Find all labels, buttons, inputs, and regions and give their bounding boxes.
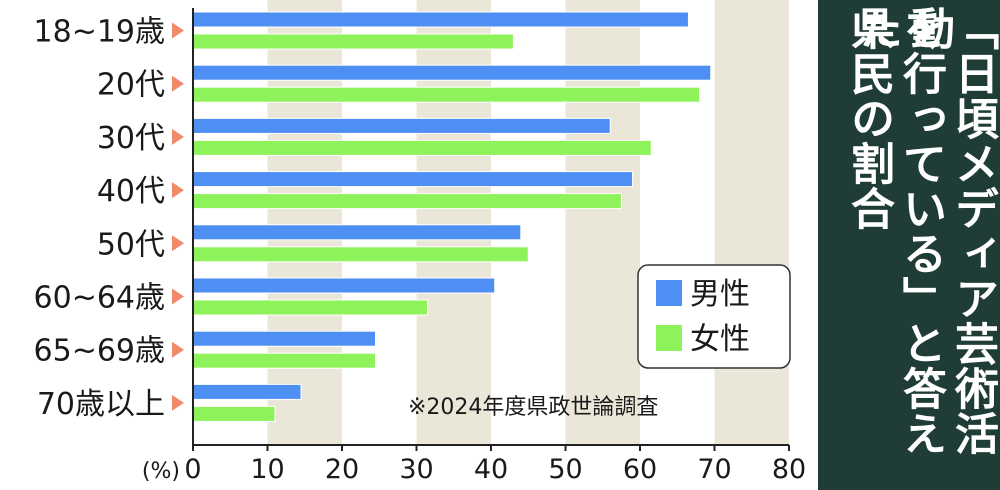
- category-marker: [172, 22, 184, 39]
- category-label: 18~19歳: [34, 15, 165, 50]
- bar-male: [192, 11, 689, 28]
- bar-male: [192, 64, 712, 81]
- category-marker: [172, 341, 184, 358]
- category-label: 50代: [97, 227, 165, 262]
- x-tick-label: 20: [325, 454, 359, 485]
- bar-female: [192, 33, 514, 50]
- bar-female: [192, 246, 529, 263]
- chart-title-line-2: を行っている」と答えた: [851, 6, 946, 456]
- bar-female: [192, 352, 377, 369]
- chart-title-line-3: 県民の割合: [843, 6, 894, 231]
- category-marker: [172, 182, 184, 199]
- x-tick-label: 0: [184, 454, 201, 485]
- bar-male: [192, 383, 302, 400]
- bar-male: [192, 277, 496, 294]
- category-marker: [172, 75, 184, 92]
- legend-swatch: [656, 325, 682, 351]
- bar-female: [192, 405, 276, 422]
- x-tick-label: 40: [474, 454, 508, 485]
- title-panel: 「日頃メディア芸術活動 を行っている」と答えた 県民の割合: [818, 0, 1000, 490]
- category-marker: [172, 235, 184, 252]
- legend-label: 男性: [690, 277, 750, 312]
- category-labels: 18~19歳 20代 30代 40代 50代 60~64歳 65~69歳 70歳以上: [34, 15, 184, 422]
- bar-male: [192, 117, 611, 134]
- category-label: 30代: [97, 121, 165, 156]
- bar-chart: 18~19歳 20代 30代 40代 50代 60~64歳 65~69歳 70歳以上 0 10 2…: [34, 0, 806, 485]
- category-label: 70歳以上: [37, 387, 165, 422]
- legend-label: 女性: [690, 322, 750, 357]
- category-label: 40代: [97, 174, 165, 209]
- bar-male: [192, 224, 522, 241]
- bar-female: [192, 193, 622, 210]
- legend-swatch: [656, 280, 682, 306]
- x-tick-label: 80: [772, 454, 806, 485]
- category-marker: [172, 394, 184, 411]
- category-marker: [172, 128, 184, 145]
- category-marker: [172, 288, 184, 305]
- x-tick-label: 60: [623, 454, 657, 485]
- survey-note: ※2024年度県政世論調査: [408, 395, 658, 420]
- bar-female: [192, 139, 652, 156]
- category-label: 60~64歳: [34, 281, 165, 316]
- category-label: 65~69歳: [34, 334, 165, 369]
- x-unit-label: (%): [142, 459, 180, 484]
- bar-female: [192, 299, 429, 316]
- background-band: [714, 0, 789, 445]
- bar-male: [192, 330, 377, 347]
- bar-male: [192, 171, 634, 188]
- chart-title-line-1: 「日頃メディア芸術活動: [903, 6, 998, 456]
- category-label: 20代: [97, 68, 165, 103]
- x-tick-label: 70: [697, 454, 731, 485]
- x-axis: 0 10 20 30 40 50 60 70 80 (%): [142, 8, 806, 485]
- x-tick-label: 30: [399, 454, 433, 485]
- x-tick-label: 50: [548, 454, 582, 485]
- x-tick-label: 10: [250, 454, 284, 485]
- bar-female: [192, 86, 701, 103]
